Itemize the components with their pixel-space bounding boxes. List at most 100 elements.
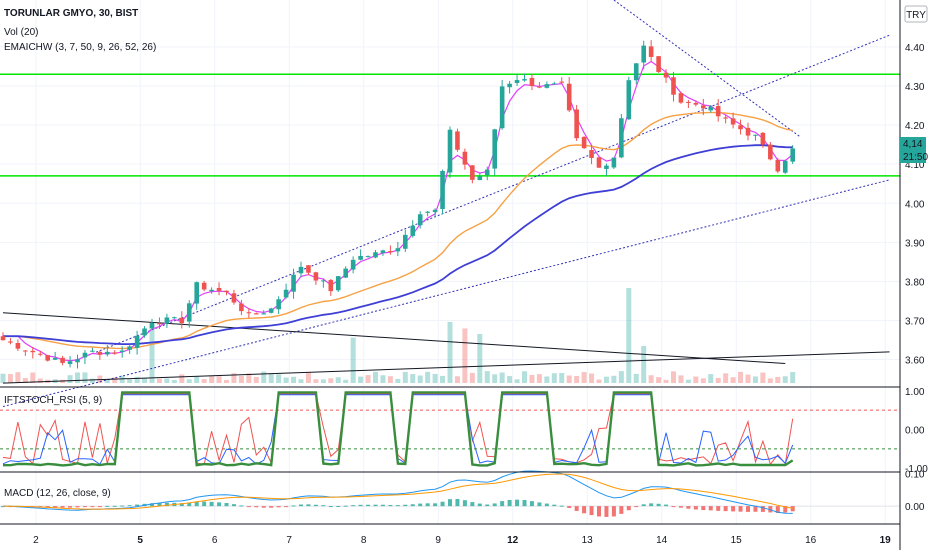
macd-histogram-bar (254, 506, 259, 508)
candle-body (708, 107, 714, 111)
trendline-0 (77, 34, 890, 361)
macd-histogram-bar (380, 504, 385, 507)
countdown-tag: 21:50 (900, 150, 928, 163)
symbol-title: TORUNLAR GMYO, 30, BIST (4, 8, 138, 19)
time-axis[interactable]: 2 5 6 7 8 9 12 13 14 15 16 19 (33, 535, 891, 546)
price-tick-label: 4.00 (905, 199, 925, 210)
volume-bar (708, 374, 714, 383)
ema-mid-line (3, 111, 793, 350)
volume-legend[interactable]: Vol (20) (4, 27, 38, 38)
candle-body (589, 150, 594, 158)
ema-legend[interactable]: EMAICHW (3, 7, 50, 9, 26, 52, 26) (4, 42, 156, 53)
candle-body (671, 77, 676, 95)
volume-bar (440, 375, 446, 383)
time-tick-label: 13 (582, 535, 594, 546)
volume-bar (566, 375, 572, 383)
currency-label: TRY (906, 10, 926, 21)
volume-bar (194, 376, 200, 383)
candle-body (470, 165, 475, 180)
macd-histogram-bar (738, 506, 743, 512)
candle-body (738, 125, 743, 130)
candle-body (730, 118, 736, 125)
candle-body (254, 313, 259, 315)
macd-histogram-bar (440, 501, 445, 507)
volume-bar (581, 372, 587, 383)
candle-body (633, 63, 639, 81)
macd-histogram-bar (507, 499, 512, 507)
candle-body (201, 282, 207, 290)
time-tick-label: 15 (731, 535, 743, 546)
candles (0, 40, 795, 369)
macd-histogram-bar (321, 505, 326, 507)
macd-histogram-bar (462, 500, 467, 507)
macd-histogram-bar (157, 503, 162, 507)
candle-body (291, 274, 296, 292)
macd-histogram-bar (68, 506, 73, 508)
volume-bar (142, 377, 148, 383)
volume-bar (350, 337, 356, 383)
candle-body (343, 268, 348, 278)
candle-body (216, 287, 222, 291)
macd-histogram-bar (500, 501, 505, 507)
macd-histogram-bar (783, 506, 788, 513)
volume-bar (730, 377, 736, 383)
candle-body (648, 46, 654, 57)
currency-badge[interactable]: TRY (904, 5, 928, 23)
macd-histogram-bar (97, 506, 102, 508)
candle-body (209, 289, 214, 292)
volume-bar (387, 376, 393, 383)
macd-legend[interactable]: MACD (12, 26, close, 9) (4, 488, 111, 499)
macd-histogram-bar (746, 506, 750, 512)
macd-histogram-bar (336, 506, 341, 508)
candle-body (782, 160, 788, 173)
countdown-value: 21:50 (903, 152, 928, 163)
candle-body (447, 129, 453, 173)
candle-body (455, 131, 460, 150)
stoch-tick-label: 1.00 (905, 387, 925, 398)
macd-histogram-bar (231, 504, 236, 507)
price-axis[interactable]: 4.40 4.30 4.20 4.10 4.00 3.90 3.80 3.70 3.60 (905, 43, 925, 367)
stoch-legend[interactable]: IFTSTOCH_RSI (5, 9) (4, 395, 102, 406)
candle-body (82, 352, 88, 358)
volume-bar (447, 321, 453, 383)
candle-body (172, 317, 177, 319)
volume-bar (760, 372, 766, 383)
volume-bar (291, 376, 297, 383)
time-tick-label: 2 (33, 535, 39, 546)
candle-body (0, 336, 6, 341)
candle-body (388, 251, 393, 253)
candle-body (142, 328, 147, 336)
price-tick-label: 4.20 (905, 121, 925, 132)
candle-body (298, 266, 304, 274)
macd-histogram-bar (291, 505, 296, 507)
volume-bar (611, 375, 617, 383)
macd-histogram-bar (611, 506, 616, 517)
volume-bar (365, 375, 371, 383)
volume-bar (648, 375, 654, 383)
stoch-rsi-pane (0, 391, 900, 467)
macd-line (2, 470, 793, 514)
candle-body (417, 214, 423, 226)
candle-body (410, 225, 416, 236)
macd-histogram-bar (112, 505, 117, 507)
candle-body (67, 361, 73, 364)
trendline-3 (2, 312, 786, 365)
candle-body (194, 282, 199, 304)
macd-histogram-bar (641, 504, 646, 507)
macd-histogram-bar (619, 506, 624, 514)
volume-bar (373, 371, 378, 383)
candle-body (164, 317, 170, 324)
macd-histogram-bar (515, 499, 520, 507)
volume-bar (75, 372, 80, 383)
volume-bar (551, 373, 557, 383)
macd-histogram-bar (671, 506, 676, 508)
macd-histogram-bar (179, 503, 184, 507)
volume-bar (186, 379, 192, 383)
volume-bar (432, 373, 438, 383)
stoch-axis[interactable]: 1.00 0.00 -1.00 (905, 387, 928, 475)
candle-body (537, 86, 542, 88)
trendlines[interactable] (2, 0, 890, 408)
macd-axis[interactable]: 0.10 0.00 (905, 470, 925, 514)
candle-body (522, 79, 527, 81)
